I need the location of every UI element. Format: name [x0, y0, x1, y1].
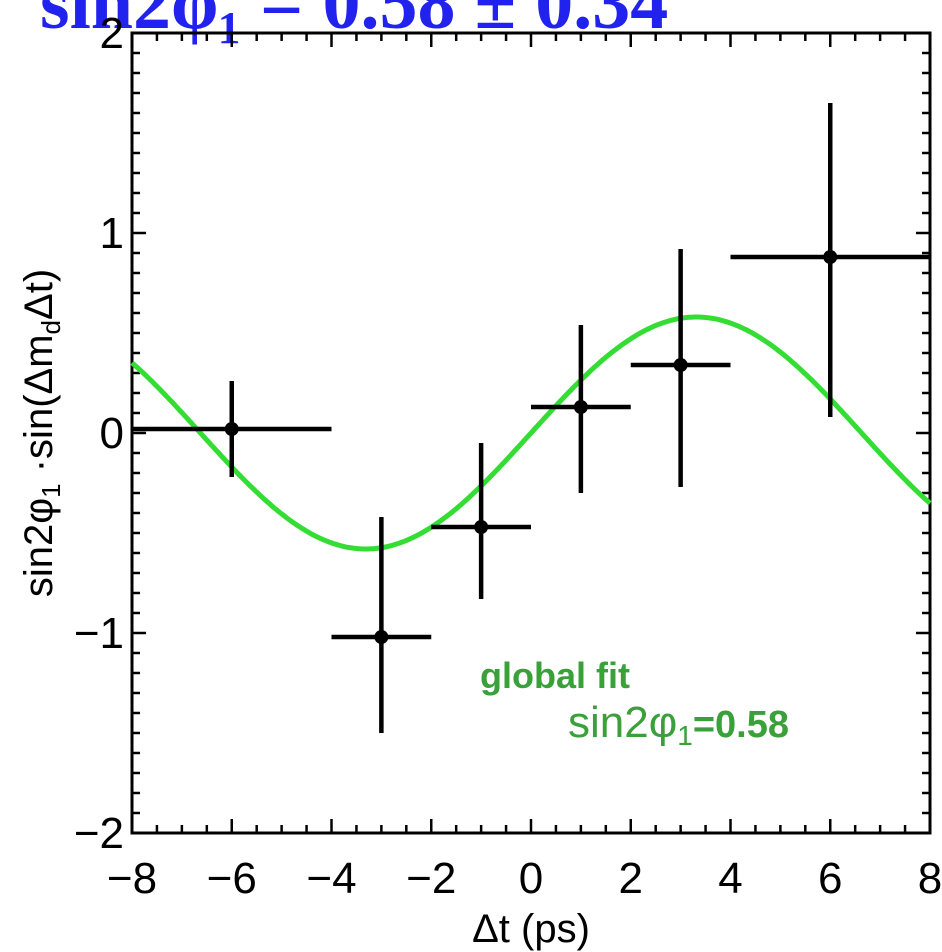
x-tick-label: −8 [107, 854, 157, 903]
y-axis-title-part-c: Δt) [17, 269, 61, 320]
x-tick-label: 0 [519, 854, 543, 903]
y-axis-title-sub-1: 1 [36, 483, 66, 497]
x-axis-ticks [130, 33, 932, 833]
data-point [431, 443, 531, 599]
x-tick-label: 4 [718, 854, 742, 903]
data-marker [573, 400, 588, 414]
y-tick-label: 2 [100, 9, 124, 58]
y-axis-title-sub-d: d [36, 320, 66, 334]
x-tick-label: −4 [306, 854, 356, 903]
fit-annotation-title: global fit [480, 655, 630, 696]
x-tick-label: −6 [207, 854, 257, 903]
x-tick-label: 2 [619, 854, 643, 903]
data-marker [374, 630, 389, 644]
y-tick-label: 0 [100, 409, 124, 458]
x-tick-label: −2 [406, 854, 456, 903]
y-axis-title-part-a: sin2φ [17, 498, 61, 597]
y-axis-title-part-b: ·sin(Δm [17, 334, 61, 483]
fit-annotation-prefix: sin2φ [568, 698, 677, 747]
data-marker [673, 358, 688, 372]
data-points [132, 103, 930, 733]
y-tick-label: −1 [74, 609, 124, 658]
data-point [331, 517, 432, 733]
y-axis-tick-labels: −2 −1 0 1 2 [74, 9, 124, 858]
data-point [132, 381, 332, 477]
x-tick-label: 8 [918, 854, 942, 903]
data-marker [474, 520, 489, 534]
data-marker [823, 250, 838, 264]
chart-banner: sin2φ₁ = 0.58 ± 0.34 [40, 0, 668, 45]
fit-annotation-suffix: =0.58 [693, 704, 789, 746]
data-point [531, 325, 631, 493]
x-axis-tick-labels: −8 −6 −4 −2 0 2 4 6 8 [107, 854, 942, 903]
x-tick-label: 6 [818, 854, 842, 903]
fit-curve [130, 314, 932, 552]
data-point [730, 103, 930, 417]
data-point [630, 249, 731, 487]
x-axis-title: Δt (ps) [472, 907, 590, 951]
y-axis-title: sin2φ1 ·sin(ΔmdΔt) [17, 269, 66, 597]
fit-annotation-value: sin2φ1=0.58 [568, 698, 789, 751]
fit-annotation-sub: 1 [677, 720, 693, 751]
data-marker [224, 422, 239, 436]
y-axis-ticks [132, 31, 930, 835]
y-tick-label: −2 [74, 809, 124, 858]
y-tick-label: 1 [100, 209, 124, 258]
banner-text: sin2φ₁ = 0.58 ± 0.34 [40, 0, 668, 45]
